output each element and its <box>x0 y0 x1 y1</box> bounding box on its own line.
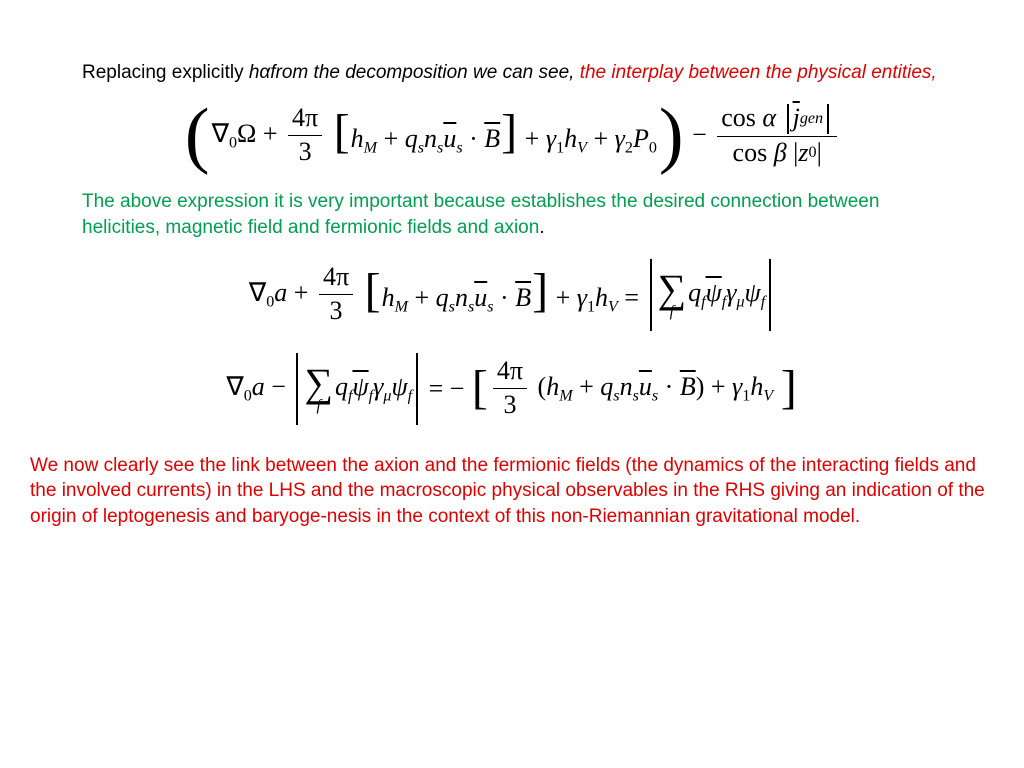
eq1-4pi3: 4π 3 <box>288 104 322 166</box>
equation-2: ∇0a + 4π 3 [hM + qsnsus · B] + γ1hV = ∑ … <box>30 259 994 331</box>
sigma-icon: ∑ <box>304 365 333 401</box>
eq1-nabla: ∇0Ω + <box>212 119 284 153</box>
abs-bar-icon <box>650 259 652 331</box>
equation-1: ( ∇0Ω + 4π 3 [hM + qsnsus · B] + γ1hV + … <box>30 104 994 168</box>
eq3-sum: ∑ f <box>304 365 333 413</box>
intro-plain: Replacing explicitly <box>82 62 249 83</box>
green-text: The above expression it is very importan… <box>82 191 879 238</box>
abs-bar-icon <box>769 259 771 331</box>
eq2-bracket: [hM + qsnsus · B] + γ1hV = <box>357 272 645 317</box>
eq2-4pi3: 4π 3 <box>319 263 353 325</box>
eq3-4pi3: 4π 3 <box>493 357 527 419</box>
slide-content: Replacing explicitly hαfrom the decompos… <box>0 0 1024 569</box>
eq3-paren: (hM + qsnsus · B) + γ1hV <box>531 372 780 406</box>
final-red-text: We now clearly see the link between the … <box>30 455 985 527</box>
eq1-rhs-frac: cos α jgen cos β |z0| <box>717 104 837 168</box>
intro-italic-red: the interplay between the physical entit… <box>580 62 937 83</box>
lbracket-icon: [ <box>471 369 489 407</box>
eq3-frac-den: 3 <box>499 389 520 420</box>
eq2-sum-index: f <box>670 305 674 319</box>
sigma-icon: ∑ <box>658 271 687 307</box>
abs-bar-icon <box>416 353 418 425</box>
eq1-rhs-den: cos β |z0| <box>729 137 826 168</box>
intro-italic-black: hαfrom the decomposition we can see, <box>249 62 580 83</box>
eq1-rhs-num: cos α jgen <box>717 104 837 137</box>
eq3-abs: ∑ f qfψfγμψf <box>292 353 422 425</box>
eq2-sum-body: qfψfγμψf <box>688 278 765 312</box>
eq3-nabla: ∇0a − <box>226 372 292 406</box>
eq2-abs: ∑ f qfψfγμψf <box>646 259 776 331</box>
equation-2-row: ∇0a + 4π 3 [hM + qsnsus · B] + γ1hV = ∑ … <box>249 259 775 331</box>
eq2-frac-den: 3 <box>326 295 347 326</box>
intro-paragraph: Replacing explicitly hαfrom the decompos… <box>82 60 942 86</box>
equation-1-row: ( ∇0Ω + 4π 3 [hM + qsnsus · B] + γ1hV + … <box>183 104 841 168</box>
green-paragraph: The above expression it is very importan… <box>82 189 942 240</box>
eq1-bracket: [hM + qsnsus · B] + γ1hV + γ2P0 <box>326 113 657 158</box>
eq3-eq: = − <box>422 374 471 404</box>
eq1-minus: − <box>686 120 714 150</box>
green-period: . <box>539 217 544 238</box>
eq3-frac-num: 4π <box>493 357 527 389</box>
lparen-icon: ( <box>183 106 212 165</box>
eq3-sum-body: qfψfγμψf <box>335 372 412 406</box>
eq3-sum-index: f <box>317 399 321 413</box>
equation-3: ∇0a − ∑ f qfψfγμψf = − [ 4π 3 (hM + qsns… <box>30 353 994 425</box>
eq2-frac-num: 4π <box>319 263 353 295</box>
rparen-icon: ) <box>657 106 686 165</box>
equation-3-row: ∇0a − ∑ f qfψfγμψf = − [ 4π 3 (hM + qsns… <box>226 353 797 425</box>
eq1-frac-den: 3 <box>295 136 316 167</box>
rbracket-icon: ] <box>780 369 798 407</box>
eq2-nabla: ∇0a + <box>249 278 315 312</box>
final-paragraph: We now clearly see the link between the … <box>30 453 994 530</box>
eq2-sum: ∑ f <box>658 271 687 319</box>
abs-bar-icon <box>296 353 298 425</box>
eq1-frac-num: 4π <box>288 104 322 136</box>
